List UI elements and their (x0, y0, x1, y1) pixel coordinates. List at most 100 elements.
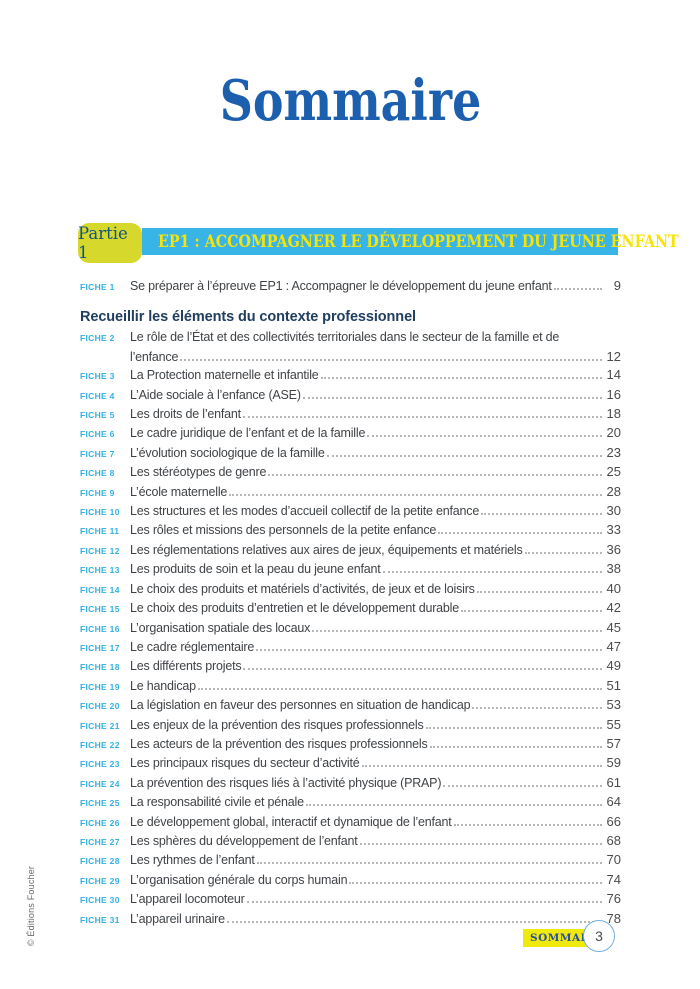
page-number: 3 (595, 928, 603, 944)
entry-title: L’appareil urinaire (130, 911, 225, 926)
entry-page-number: 36 (606, 541, 621, 557)
toc-entry: FICHE 18 Les différents projets 49 (80, 657, 621, 676)
dotted-leader (425, 724, 602, 729)
entry-title: Les différents projets (130, 659, 242, 674)
fiche-label: FICHE 11 (80, 526, 120, 537)
toc-entry: FICHE 9 L’école maternelle 28 (80, 483, 621, 502)
entry-page-number: 33 (606, 522, 621, 538)
entry-page-number: 64 (606, 794, 621, 810)
entry-page-number: 59 (606, 755, 621, 771)
fiche-label: FICHE 28 (80, 856, 120, 867)
toc-entry: FICHE 14 Le choix des produits et matéri… (80, 580, 621, 599)
entry-title: Le choix des produits d’entretien et le … (130, 601, 459, 616)
toc-entry: FICHE 12 Les réglementations relatives a… (80, 541, 621, 560)
toc-entry: FICHE 1 Se préparer à l’épreuve EP1 : Ac… (80, 277, 621, 296)
entry-page-number: 30 (606, 503, 621, 519)
toc-entry: FICHE 4 L’Aide sociale à l’enfance (ASE)… (80, 386, 621, 405)
fiche-label: FICHE 29 (80, 875, 120, 886)
entry-page-number: 55 (606, 716, 621, 732)
toc-list: FICHE 1 Se préparer à l’épreuve EP1 : Ac… (80, 277, 621, 929)
entry-title: La Protection maternelle et infantile (130, 368, 319, 383)
entry-page-number: 14 (606, 367, 621, 383)
entry-title: La responsabilité civile et pénale (130, 795, 304, 810)
entry-title: Le cadre réglementaire (130, 639, 255, 654)
entry-title: Les structures et les modes d’accueil co… (130, 504, 480, 519)
entry-page-number: 45 (606, 619, 621, 635)
dotted-leader (242, 413, 602, 419)
entry-page-number: 66 (606, 813, 621, 829)
fiche-label: FICHE 7 (80, 448, 115, 459)
toc-entry: FICHE 30 L’appareil locomoteur 76 (80, 890, 621, 909)
ep1-banner: EP1 : ACCOMPAGNER LE DÉVELOPPEMENT DU JE… (142, 228, 679, 255)
page-title-text: Sommaire (219, 68, 481, 134)
entry-title: Le choix des produits et matériels d’act… (130, 581, 475, 596)
entry-page-number: 23 (606, 444, 621, 460)
entry-title: Le rôle de l’État et des collectivités t… (130, 330, 560, 345)
entry-title: L’école maternelle (130, 484, 228, 499)
entry-title: L’appareil locomoteur (130, 892, 245, 907)
entry-page-number: 40 (606, 580, 621, 596)
dotted-leader (243, 665, 602, 671)
toc-entry: FICHE 28 Les rythmes de l’enfant 70 (80, 851, 621, 870)
dotted-leader (226, 918, 602, 923)
entry-page-number: 76 (606, 891, 621, 907)
entry-page-number: 42 (606, 600, 621, 616)
dotted-leader (461, 607, 602, 613)
section-heading: Recueillir les éléments du contexte prof… (80, 309, 416, 326)
entry-title: Les rythmes de l’enfant (130, 853, 255, 868)
toc-entry: FICHE 17 Le cadre réglementaire 47 (80, 638, 621, 657)
entry-title: Les réglementations relatives aux aires … (130, 542, 523, 557)
entry-title: Le handicap (130, 678, 196, 693)
dotted-leader (268, 471, 602, 477)
dotted-leader (524, 549, 602, 554)
dotted-leader (382, 568, 602, 574)
fiche-label: FICHE 27 (80, 836, 120, 847)
toc-entry: l’enfance 12 (80, 348, 621, 366)
dotted-leader (305, 801, 602, 807)
dotted-leader (312, 627, 602, 632)
entry-page-number: 47 (606, 638, 621, 654)
fiche-label: FICHE 24 (80, 778, 120, 789)
dotted-leader (359, 840, 602, 845)
entry-title: Les enjeux de la prévention des risques … (130, 717, 424, 732)
entry-title: Le développement global, interactif et d… (130, 814, 452, 829)
dotted-leader (180, 356, 602, 361)
dotted-leader (367, 432, 602, 438)
entry-page-number: 78 (606, 910, 621, 926)
entry-page-number: 20 (606, 425, 621, 441)
fiche-label: FICHE 8 (80, 468, 115, 479)
dotted-leader (438, 529, 602, 535)
fiche-label: FICHE 26 (80, 817, 120, 828)
entry-page-number: 68 (606, 832, 621, 848)
toc-entry: FICHE 10 Les structures et les modes d’a… (80, 502, 621, 521)
entry-page-number: 25 (606, 464, 621, 480)
entry-title: L’évolution sociologique de la famille (130, 445, 325, 460)
fiche-label: FICHE 30 (80, 895, 120, 906)
fiche-label: FICHE 12 (80, 545, 120, 556)
dotted-leader (256, 646, 602, 651)
entry-title: Se préparer à l’épreuve EP1 : Accompagne… (130, 279, 552, 293)
dotted-leader (229, 491, 602, 496)
fiche-label: FICHE 25 (80, 798, 120, 809)
toc-entry: FICHE 7 L’évolution sociologique de la f… (80, 444, 621, 463)
toc-entry: FICHE 31 L’appareil urinaire 78 (80, 910, 621, 929)
entry-page-number: 38 (606, 561, 621, 577)
page-title: Sommaire (0, 70, 700, 132)
dotted-leader (349, 879, 602, 884)
dotted-leader (481, 510, 602, 516)
toc-entry: FICHE 24 La prévention des risques liés … (80, 774, 621, 793)
entry-page-number: 18 (606, 406, 621, 422)
dotted-leader (302, 394, 602, 399)
fiche-label: FICHE 3 (80, 371, 115, 382)
toc-entry: FICHE 2 Le rôle de l’État et des collect… (80, 328, 621, 347)
partie-badge: Partie 1 (78, 223, 142, 263)
toc-entry: FICHE 22 Les acteurs de la prévention de… (80, 735, 621, 754)
toc-entry: FICHE 20 La législation en faveur des pe… (80, 696, 621, 715)
dotted-leader (320, 374, 602, 380)
fiche-label: FICHE 21 (80, 720, 120, 731)
fiche-label: FICHE 1 (80, 282, 115, 292)
entry-page-number: 51 (606, 677, 621, 693)
entry-page-number: 61 (606, 774, 621, 790)
toc-entry: FICHE 15 Le choix des produits d’entreti… (80, 599, 621, 618)
